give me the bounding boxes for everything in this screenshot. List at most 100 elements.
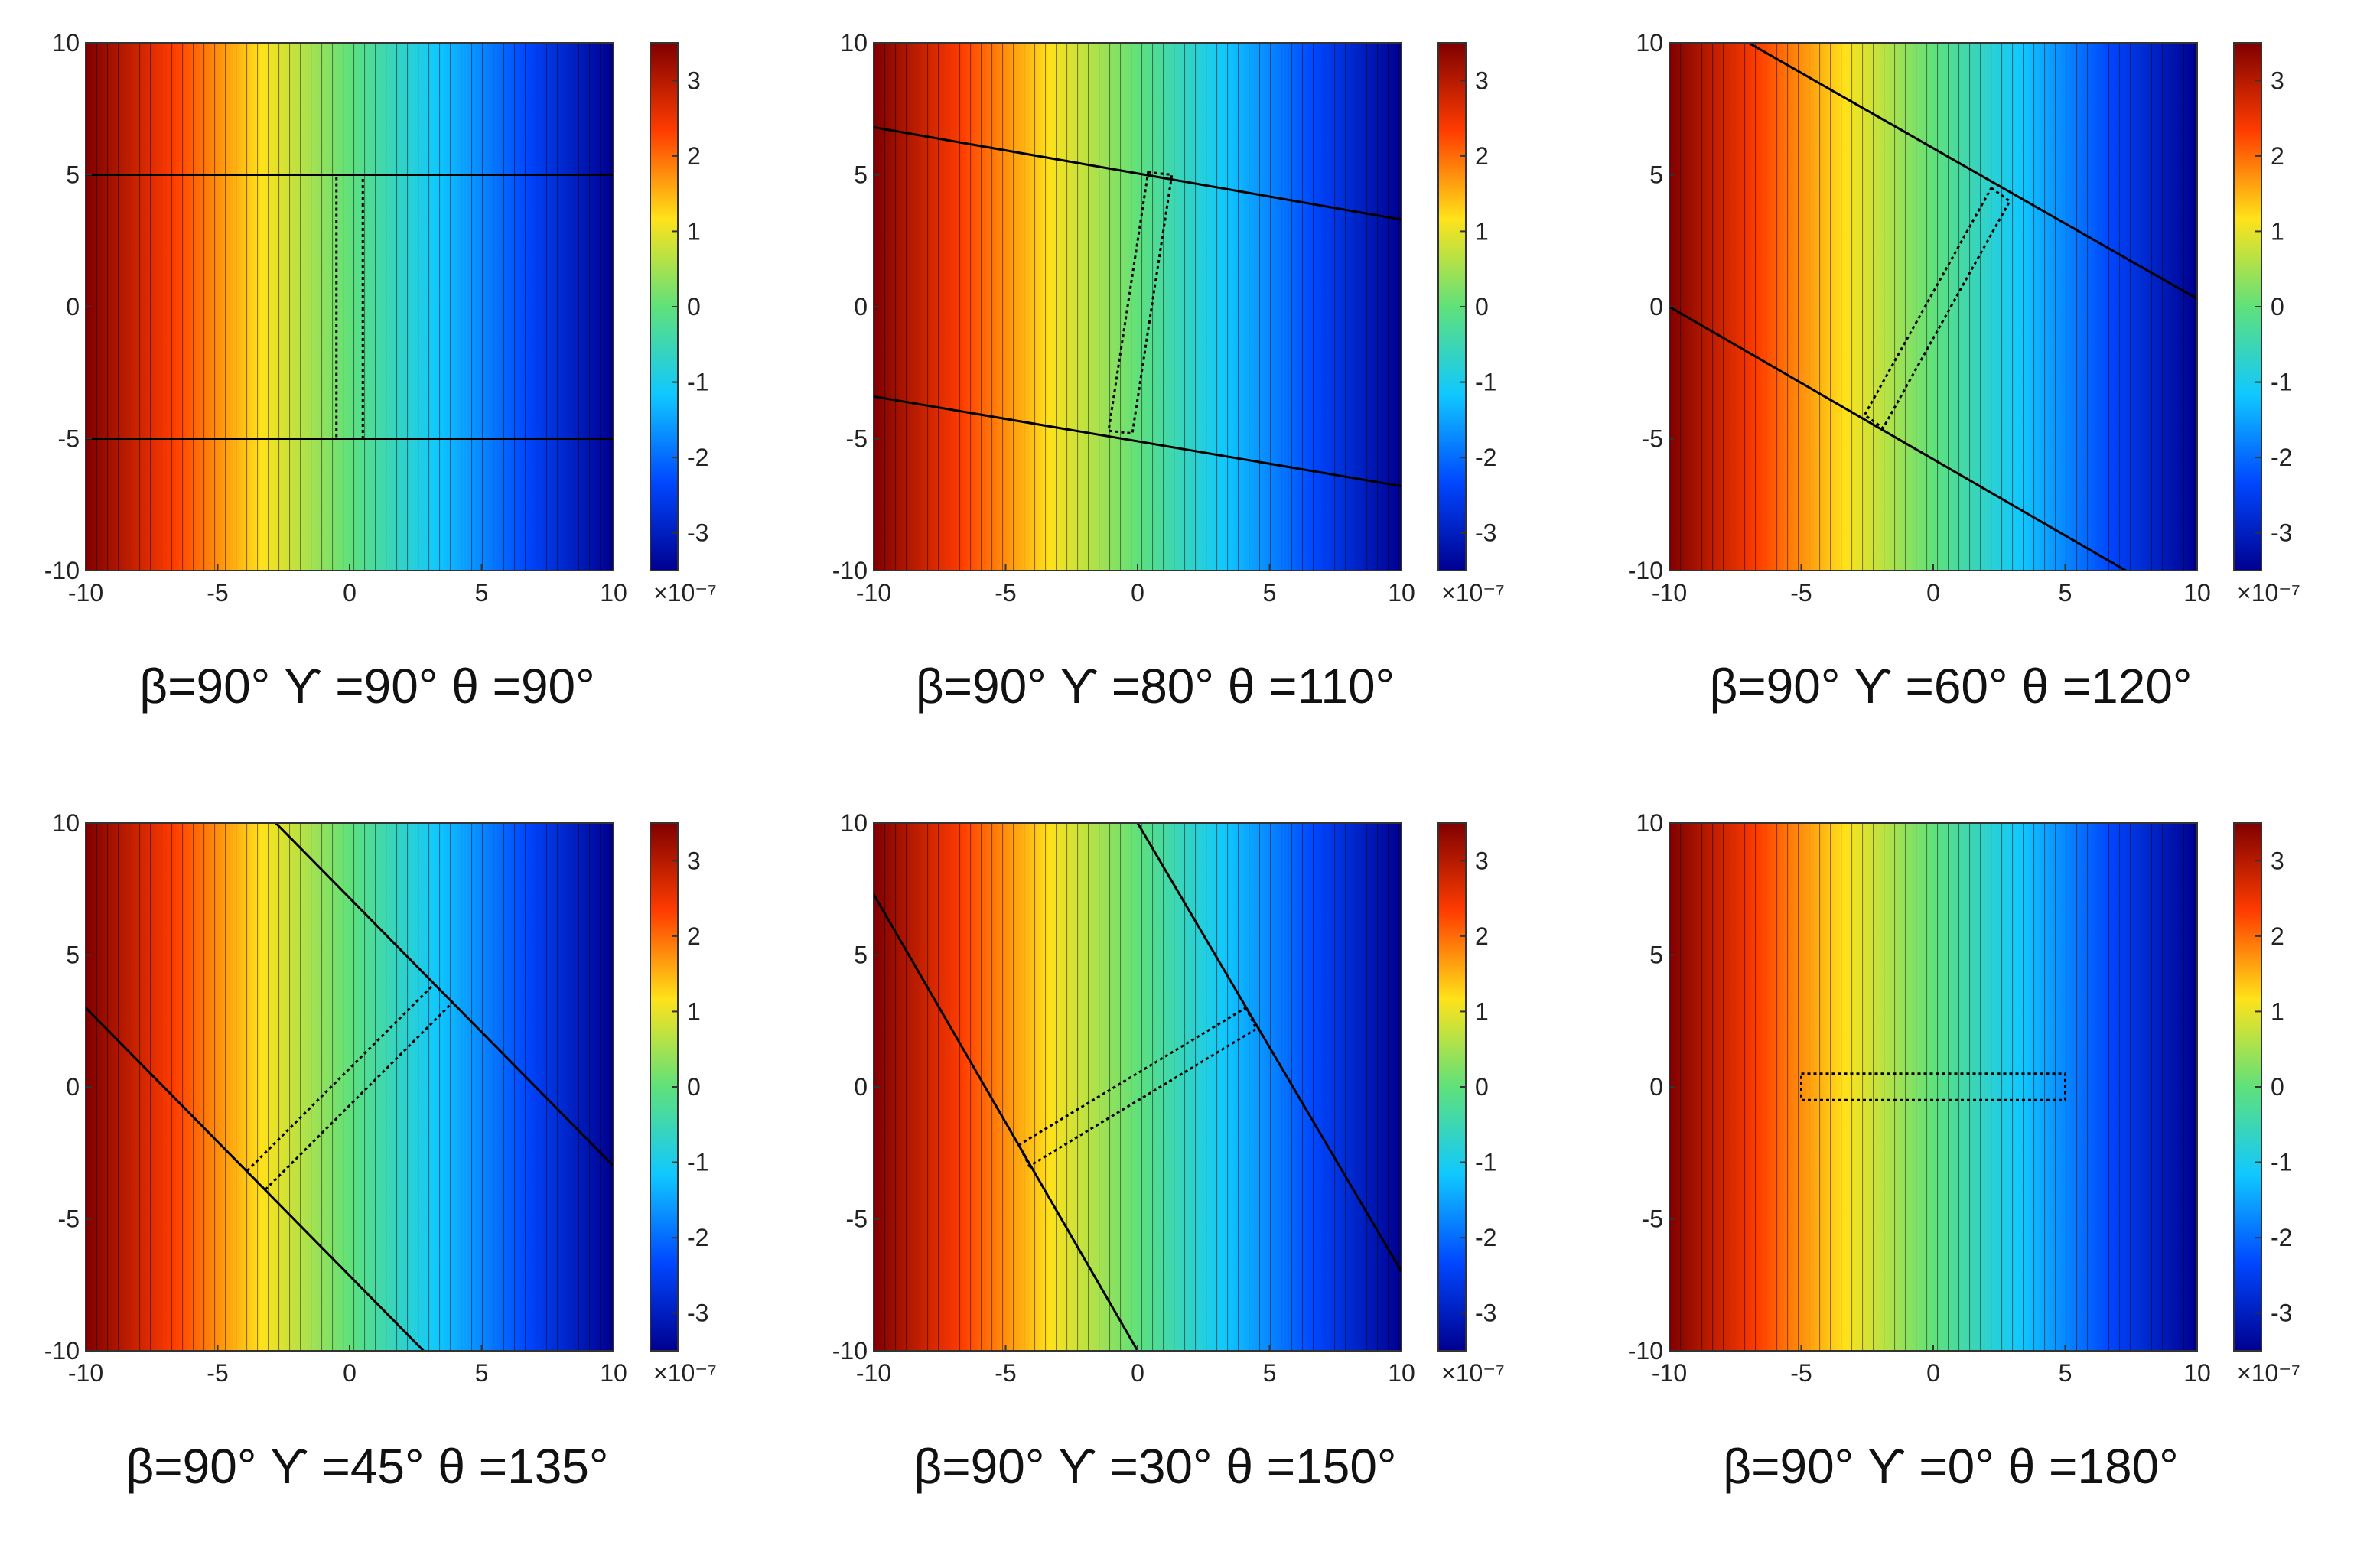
x-tick-label: 10 — [1388, 579, 1415, 607]
y-tick-label: 5 — [66, 942, 80, 969]
y-tick-label: 10 — [52, 29, 80, 57]
dislocation-rectangle — [245, 982, 454, 1192]
x-tick-label: 10 — [1388, 1359, 1415, 1387]
y-tick-label: -10 — [44, 1337, 80, 1365]
colorbar-tick-label: -2 — [2271, 444, 2292, 471]
panel-caption: β=90° ϒ =30° θ =150° — [913, 1439, 1397, 1494]
panel-2: -10 -5 0 5 10 -10 -5 0 5 10 3 2 1 0 -1 -2 -3 ×10⁻⁷ β=90° ϒ… — [819, 29, 1584, 788]
colorbar-tick-label: -2 — [687, 1224, 708, 1251]
x-tick-label: -10 — [856, 1359, 891, 1387]
colorbar-tick-label: 1 — [687, 997, 701, 1025]
y-tick-label: 0 — [66, 1073, 80, 1101]
colorbar-tick-label: 1 — [1475, 997, 1489, 1025]
colorbar-exponent: ×10⁻⁷ — [2237, 579, 2300, 607]
x-tick-label: -10 — [68, 579, 103, 607]
contour-lines — [874, 43, 1402, 571]
colorbar-tick-label: 3 — [2271, 67, 2284, 94]
colorbar-tick-label: -3 — [1475, 519, 1496, 547]
dislocation-rectangle — [1800, 1072, 2066, 1101]
contour-lines — [1669, 43, 2197, 571]
x-tick-label: 0 — [343, 1359, 357, 1387]
colorbar-exponent: ×10⁻⁷ — [653, 1359, 717, 1387]
y-tick-label: -10 — [44, 557, 80, 584]
panel-3: -10 -5 0 5 10 -10 -5 0 5 10 3 2 1 0 -1 -2 -3 ×10⁻⁷ β=90° ϒ… — [1614, 29, 2354, 788]
panel-6: -10 -5 0 5 10 -10 -5 0 5 10 3 2 1 0 -1 -2 -3 ×10⁻⁷ β=90° ϒ… — [1614, 809, 2354, 1568]
x-tick-label: 5 — [2059, 579, 2072, 607]
colorbar-exponent: ×10⁻⁷ — [653, 579, 717, 607]
colorbar-tick-label: 2 — [687, 142, 701, 170]
interface-boundary — [874, 893, 1139, 1351]
x-tick-label: -10 — [68, 1359, 103, 1387]
y-tick-label: 0 — [1649, 293, 1663, 320]
colorbar-tick-label: -3 — [2271, 1300, 2292, 1327]
colorbar-tick-label: 0 — [2271, 293, 2284, 320]
colorbar-tick-label: 2 — [687, 922, 701, 950]
colorbar-tick-label: -3 — [687, 519, 708, 547]
colorbar-exponent: ×10⁻⁷ — [1441, 579, 1505, 607]
x-tick-label: 5 — [475, 1359, 489, 1387]
y-tick-label: 5 — [1649, 942, 1663, 969]
y-tick-label: 10 — [1636, 29, 1663, 57]
x-tick-label: -5 — [995, 579, 1016, 607]
y-tick-label: -5 — [58, 1205, 80, 1233]
panel-caption: β=90° ϒ =60° θ =120° — [1709, 659, 2193, 714]
colorbar-tick-label: 3 — [687, 67, 701, 94]
dislocation-rectangle — [335, 174, 364, 440]
colorbar-tick-label: 1 — [2271, 997, 2284, 1025]
x-tick-label: 10 — [2183, 579, 2211, 607]
x-tick-label: -5 — [207, 1359, 228, 1387]
y-tick-label: -5 — [1642, 1205, 1663, 1233]
y-tick-label: 10 — [52, 809, 80, 837]
colorbar-tick-label: -2 — [1475, 444, 1496, 471]
colorbar-tick-label: 0 — [2271, 1073, 2284, 1101]
y-tick-label: 5 — [66, 161, 80, 189]
x-tick-label: 10 — [600, 579, 627, 607]
x-tick-label: 0 — [1131, 1359, 1144, 1387]
colorbar — [650, 42, 679, 571]
y-tick-label: 5 — [1649, 161, 1663, 189]
y-tick-label: -5 — [58, 425, 80, 453]
contour-lines — [86, 823, 614, 1351]
colorbar-tick-label: -1 — [1475, 1149, 1496, 1176]
contour-lines — [86, 43, 614, 571]
panel-caption: β=90° ϒ =45° θ =135° — [125, 1439, 609, 1494]
colorbar-tick-label: 3 — [2271, 847, 2284, 874]
x-tick-label: 5 — [1263, 579, 1277, 607]
colorbar-tick-label: -1 — [1475, 369, 1496, 396]
y-tick-label: -5 — [846, 1205, 868, 1233]
x-tick-label: -5 — [207, 579, 228, 607]
x-tick-label: -10 — [856, 579, 891, 607]
colorbar-tick-label: 2 — [2271, 142, 2284, 170]
colorbar-tick-label: -3 — [2271, 519, 2292, 547]
dislocation-rectangle — [1017, 1006, 1258, 1168]
x-tick-label: 5 — [2059, 1359, 2072, 1387]
x-tick-label: -5 — [1790, 1359, 1812, 1387]
colorbar-tick-label: -2 — [2271, 1224, 2292, 1251]
y-tick-label: 5 — [854, 161, 868, 189]
colorbar-tick-label: 3 — [1475, 847, 1489, 874]
colorbar-tick-label: 1 — [1475, 217, 1489, 245]
x-tick-label: 5 — [1263, 1359, 1277, 1387]
y-tick-label: -10 — [832, 557, 868, 584]
colorbar-tick-label: -3 — [687, 1300, 708, 1327]
colorbar-tick-label: -1 — [687, 1149, 708, 1176]
x-tick-label: 10 — [2183, 1359, 2211, 1387]
dislocation-rectangle — [1863, 186, 2012, 430]
interface-boundary — [874, 125, 1402, 221]
y-tick-label: -10 — [1628, 1337, 1663, 1365]
colorbar-tick-label: -2 — [1475, 1224, 1496, 1251]
y-tick-label: 10 — [840, 809, 868, 837]
panel-caption: β=90° ϒ =0° θ =180° — [1723, 1439, 2179, 1494]
panel-4: -10 -5 0 5 10 -10 -5 0 5 10 3 2 1 0 -1 -2 -3 ×10⁻⁷ β=90° ϒ… — [31, 809, 796, 1568]
y-tick-label: -5 — [1642, 425, 1663, 453]
y-tick-label: 10 — [1636, 809, 1663, 837]
colorbar-tick-label: 0 — [1475, 1073, 1489, 1101]
y-tick-label: 0 — [1649, 1073, 1663, 1101]
interface-boundary — [1136, 823, 1402, 1273]
x-tick-label: 5 — [475, 579, 489, 607]
y-tick-label: -5 — [846, 425, 868, 453]
